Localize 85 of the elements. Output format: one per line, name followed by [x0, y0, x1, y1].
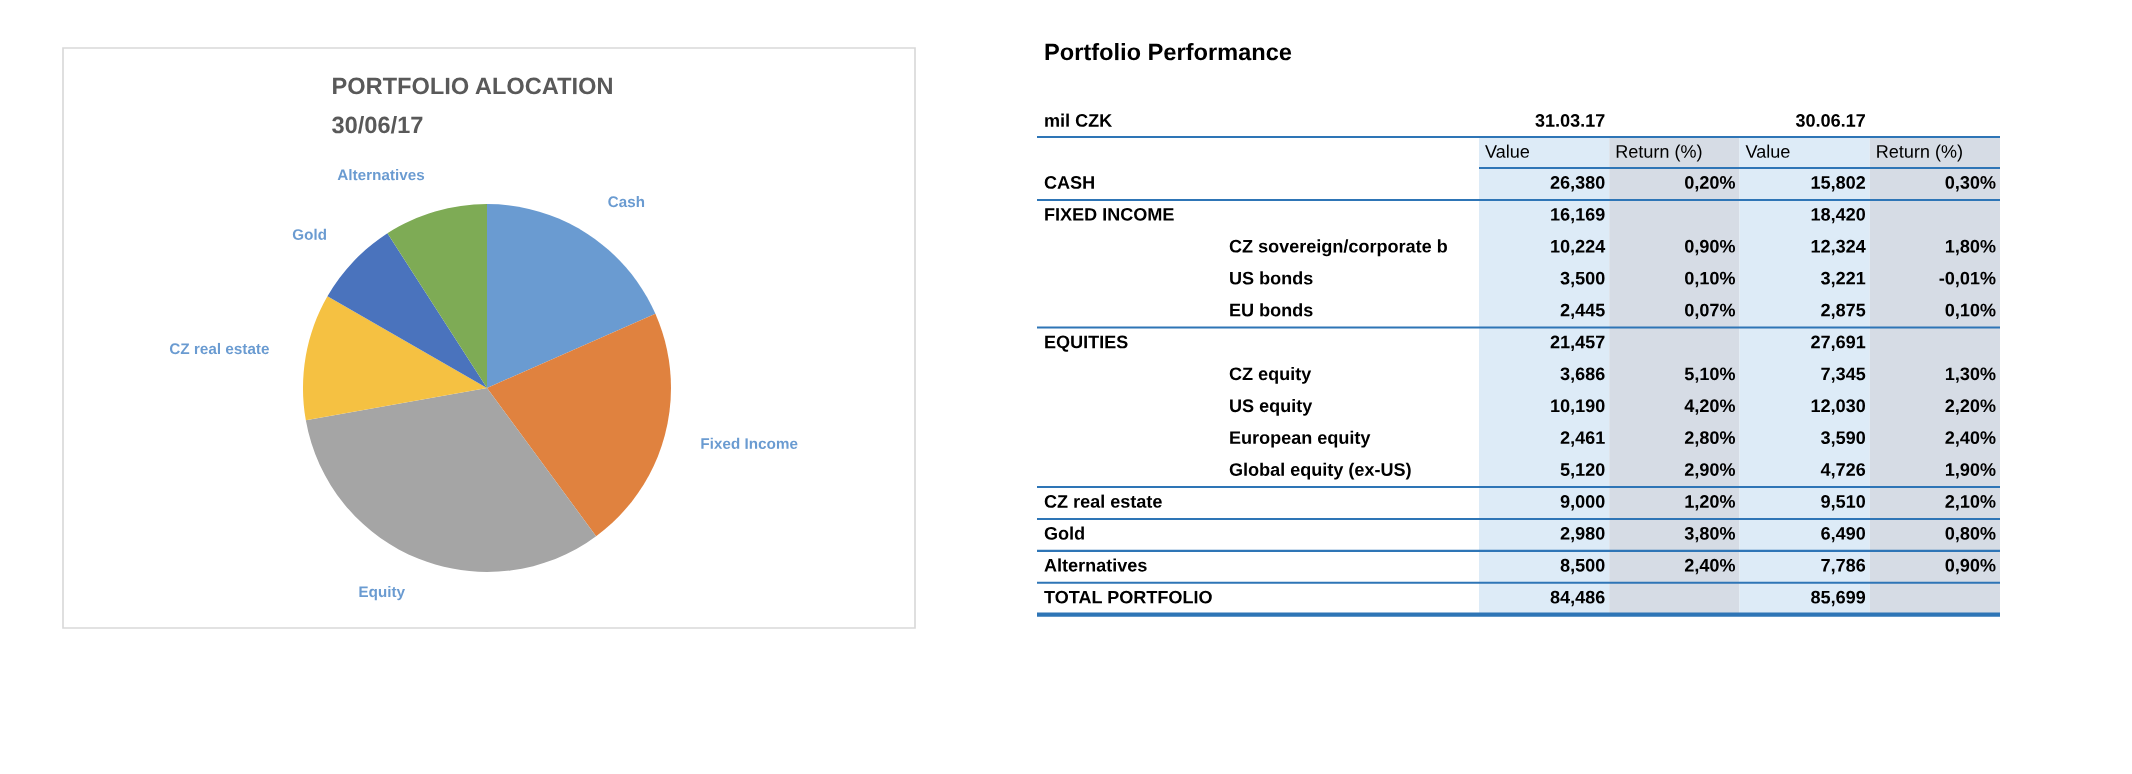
- text: 21,457: [1550, 335, 1605, 351]
- slice-label: Gold: [292, 228, 326, 240]
- chart-subtitle: 30/06/17: [332, 116, 423, 134]
- text: 18,420: [1811, 207, 1866, 224]
- text: 4,726: [1820, 463, 1866, 479]
- text: 7,345: [1821, 367, 1866, 383]
- text: 2,90%: [1684, 463, 1736, 479]
- category-label: Return (%): [1616, 144, 1702, 162]
- text: 5,120: [1560, 463, 1605, 479]
- text: 1,90%: [1945, 463, 1996, 479]
- category-label: EQUITIES: [1045, 335, 1128, 352]
- text: 84,486: [1550, 590, 1605, 607]
- category-label: CZ equity: [1229, 366, 1312, 384]
- pie-slice: [387, 204, 487, 388]
- text: 3,500: [1560, 271, 1605, 288]
- slice-label: Cash: [608, 195, 645, 208]
- category-label: CZ sovereign/corporate b: [1229, 239, 1447, 257]
- category-label: Gold: [1044, 526, 1084, 540]
- slice-label: Fixed Income: [701, 437, 798, 450]
- text: 3,221: [1820, 271, 1866, 288]
- category-label: Global equity (ex-US): [1229, 462, 1411, 480]
- category-label: Value: [1485, 144, 1530, 158]
- text: 2,40%: [1684, 558, 1736, 575]
- category-label: European equity: [1230, 430, 1371, 448]
- text: 1,20%: [1685, 495, 1736, 511]
- text: 9,510: [1821, 495, 1866, 511]
- chart-title: PORTFOLIO ALOCATION: [333, 77, 612, 95]
- text: 12,030: [1811, 399, 1866, 415]
- text: 0,90%: [1685, 239, 1736, 256]
- pie-slice: [327, 233, 487, 388]
- text: 27,691: [1811, 335, 1866, 351]
- pie-slice: [305, 388, 597, 572]
- slice-label: CZ real estate: [169, 342, 269, 355]
- text: 0,07%: [1685, 303, 1736, 320]
- text: 2,461: [1560, 431, 1605, 447]
- category-label: US bonds: [1230, 271, 1313, 285]
- category-label: Value: [1745, 144, 1790, 158]
- category-label: CASH: [1044, 176, 1094, 189]
- text: 26,380: [1550, 176, 1605, 192]
- category-label: TOTAL PORTFOLIO: [1044, 590, 1212, 604]
- category-label: EU bonds: [1230, 303, 1313, 317]
- pie-slice: [303, 296, 487, 421]
- text: 5,10%: [1684, 367, 1736, 383]
- text: 1,80%: [1945, 239, 1996, 256]
- text: 2,10%: [1945, 495, 1996, 511]
- text: 2,875: [1821, 303, 1866, 320]
- category-label: Alternatives: [1044, 558, 1147, 572]
- text: 0,80%: [1945, 526, 1996, 543]
- text: 10,190: [1551, 399, 1605, 415]
- text: 85,699: [1811, 590, 1866, 607]
- text: Portfolio Performance: [1045, 43, 1292, 61]
- text: 30.06.17: [1795, 114, 1865, 127]
- category-label: Return (%): [1877, 144, 1962, 162]
- text: 0,20%: [1685, 176, 1736, 192]
- text: 2,80%: [1684, 431, 1736, 447]
- text: 2,20%: [1945, 399, 1996, 415]
- text: 3,590: [1820, 431, 1866, 447]
- text: 6,490: [1821, 526, 1866, 543]
- slice-label: Equity: [359, 585, 405, 601]
- text: 9,000: [1560, 495, 1605, 511]
- text: 31.03.17: [1535, 114, 1605, 127]
- text: 8,500: [1560, 558, 1605, 575]
- category-label: FIXED INCOME: [1045, 207, 1174, 221]
- text: 0,30%: [1945, 176, 1996, 192]
- text: 4,20%: [1684, 399, 1736, 415]
- text: 3,80%: [1684, 526, 1736, 543]
- text: 10,224: [1551, 239, 1606, 256]
- text: 2,980: [1560, 526, 1605, 543]
- text: 0,90%: [1945, 558, 1996, 575]
- text: -0,01%: [1939, 271, 1996, 288]
- text: 2,445: [1560, 303, 1605, 320]
- text: mil CZK: [1045, 113, 1113, 127]
- category-label: CZ real estate: [1044, 494, 1162, 508]
- text: 12,324: [1811, 239, 1866, 256]
- text: 15,802: [1811, 176, 1866, 192]
- text: 0,10%: [1945, 303, 1996, 320]
- text: 0,10%: [1685, 271, 1736, 288]
- text: 3,686: [1560, 367, 1605, 383]
- text: 1,30%: [1945, 367, 1996, 383]
- category-label: US equity: [1230, 398, 1313, 416]
- text: 7,786: [1821, 558, 1866, 575]
- pie-slice: [487, 313, 671, 537]
- text: 2,40%: [1945, 431, 1996, 447]
- slice-label: Alternatives: [337, 169, 425, 181]
- text: 16,169: [1551, 207, 1605, 224]
